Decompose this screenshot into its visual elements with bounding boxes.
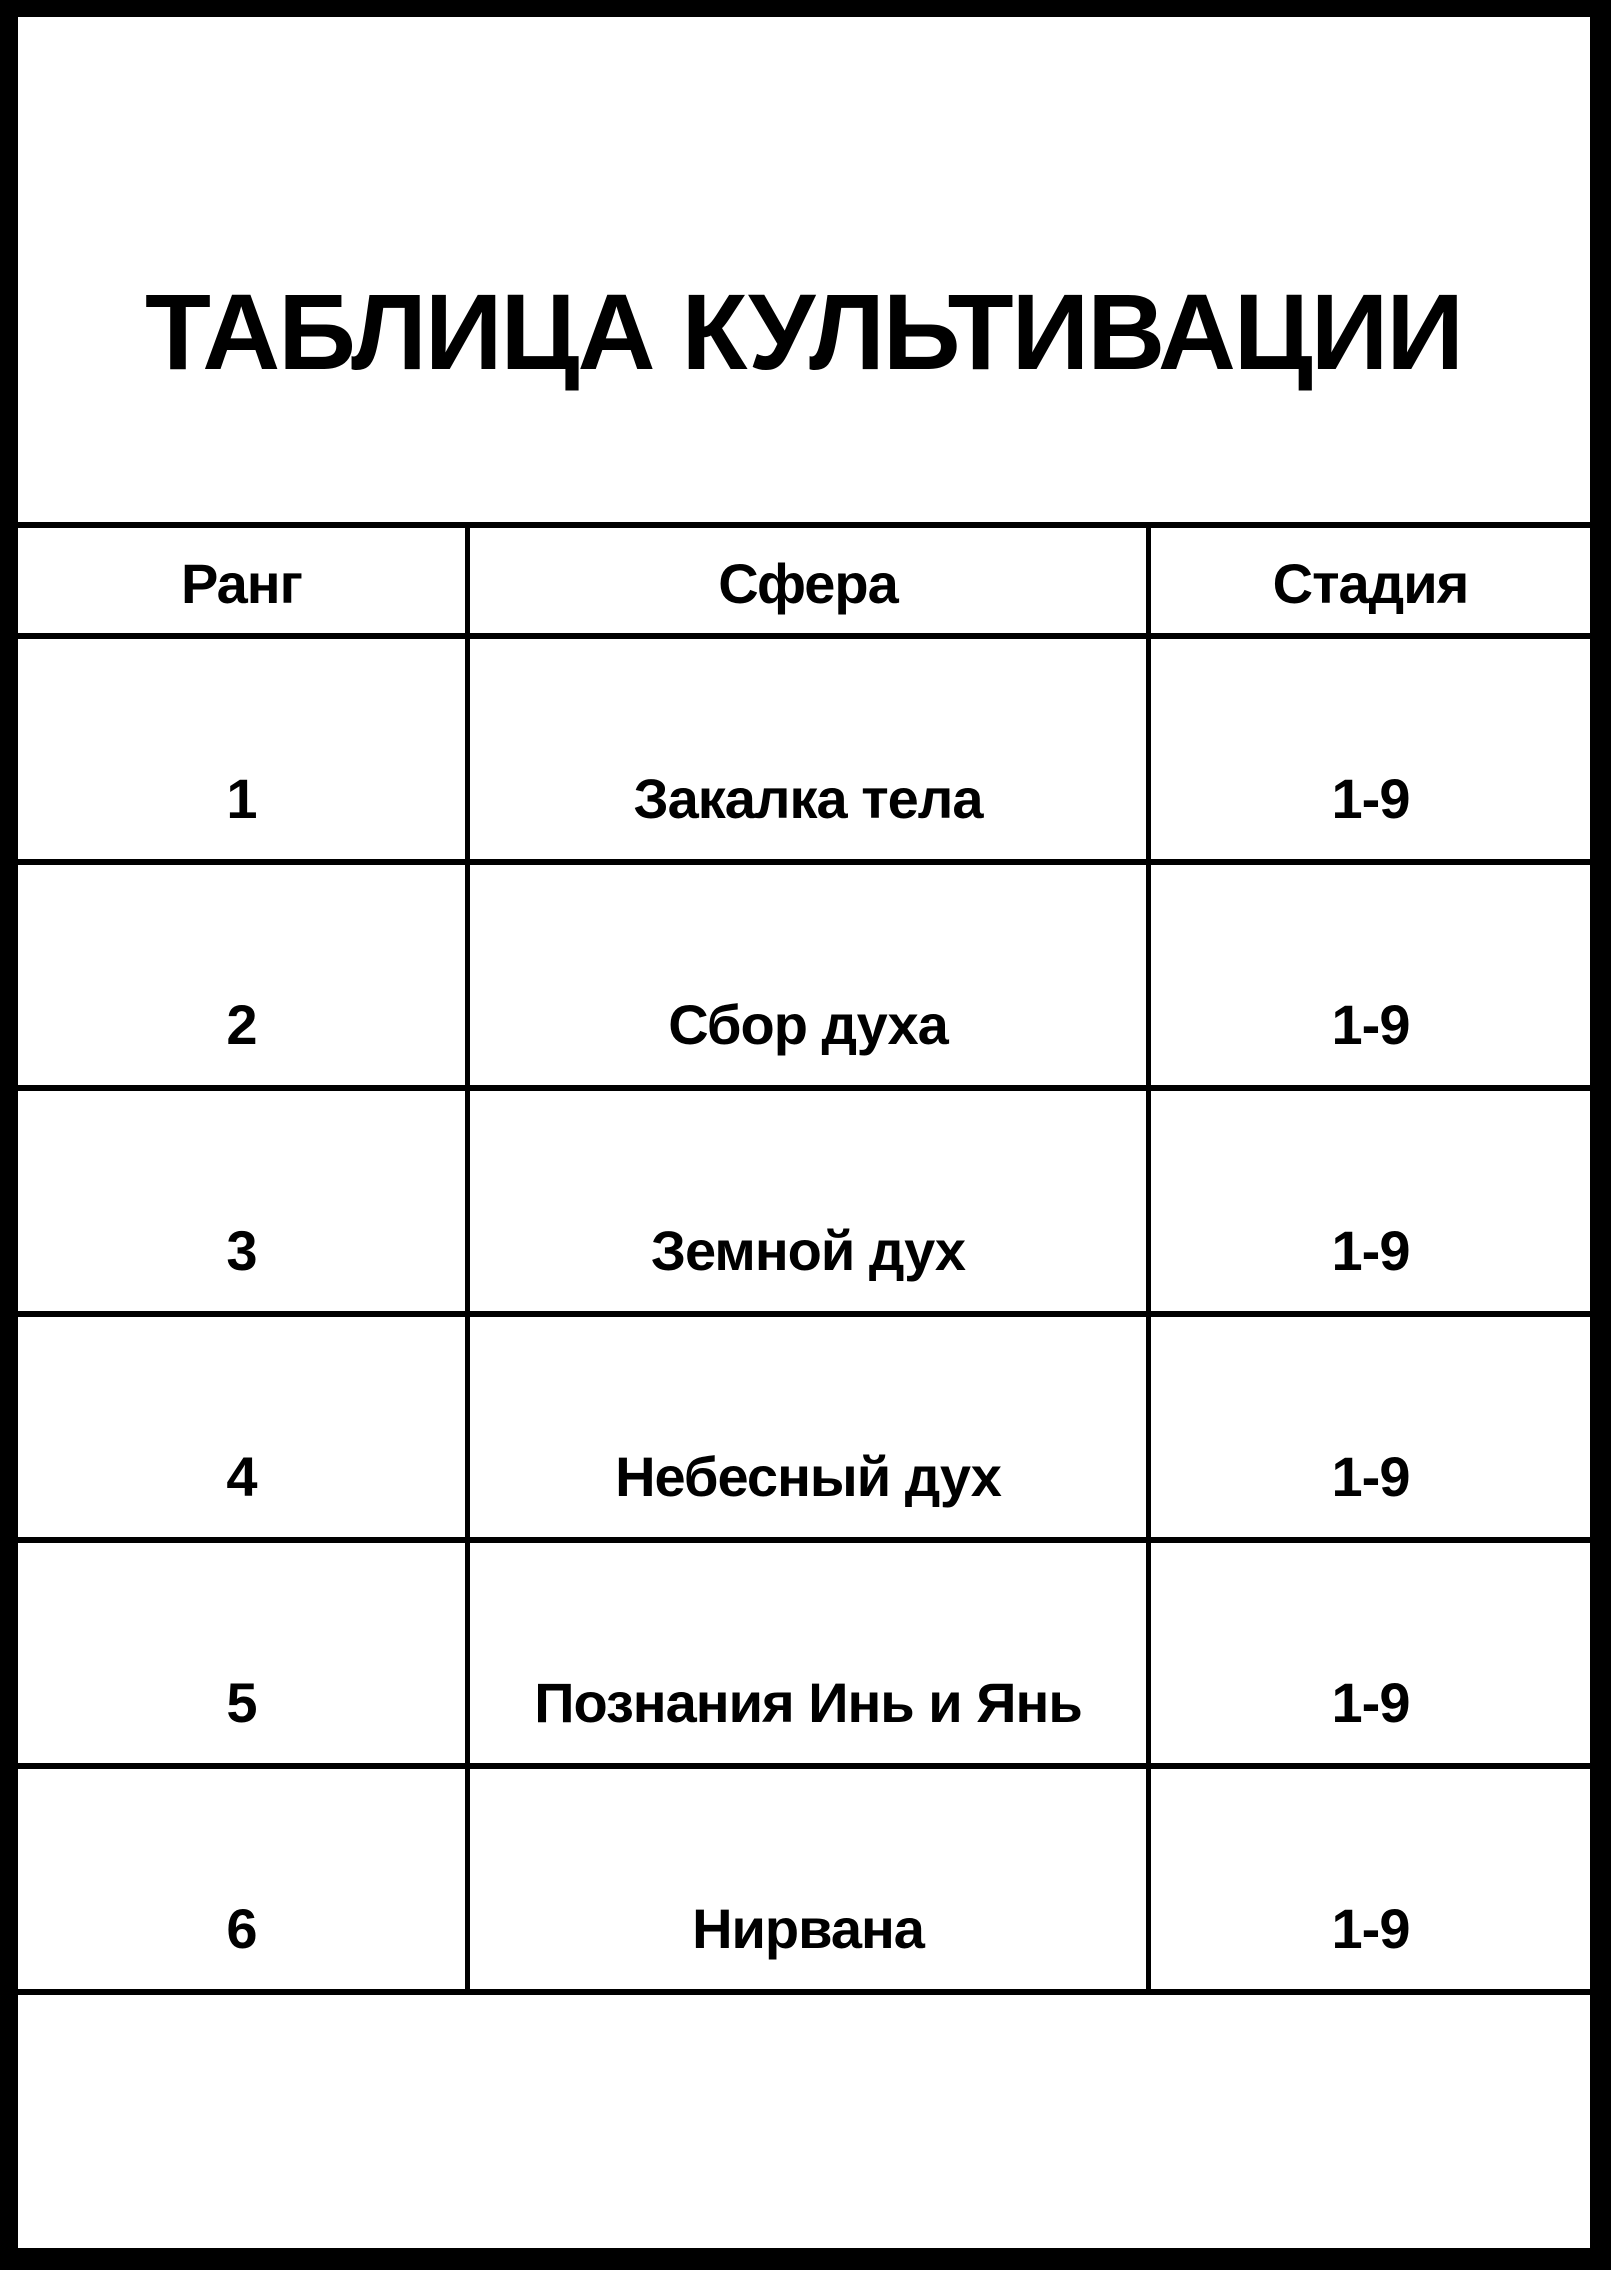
table-rule	[18, 1989, 1590, 1995]
cell-sphere-text: Познания Инь и Янь	[534, 1671, 1083, 1734]
cell-sphere: Небесный дух	[470, 1437, 1146, 1517]
cell-sphere: Сбор духа	[470, 985, 1146, 1065]
cell-rank: 6	[18, 1889, 465, 1969]
cell-rank-text: 1	[226, 767, 257, 830]
cell-rank: 4	[18, 1437, 465, 1517]
cell-rank-text: 4	[226, 1445, 257, 1508]
cell-stage: 1-9	[1151, 985, 1590, 1065]
cell-sphere-text: Земной дух	[650, 1219, 966, 1282]
cell-sphere: Земной дух	[470, 1211, 1146, 1291]
cell-stage-text: 1-9	[1331, 993, 1411, 1056]
cell-stage: 1-9	[1151, 759, 1590, 839]
cell-sphere: Нирвана	[470, 1889, 1146, 1969]
cell-rank-text: 2	[226, 993, 257, 1056]
cell-stage: 1-9	[1151, 1437, 1590, 1517]
header-rank: Ранг	[18, 544, 465, 624]
cell-rank: 3	[18, 1211, 465, 1291]
table-rule	[18, 1085, 1590, 1091]
table-rule	[18, 1763, 1590, 1769]
cell-stage-text: 1-9	[1331, 1897, 1411, 1960]
cell-stage-text: 1-9	[1331, 767, 1411, 830]
table-rule	[18, 859, 1590, 865]
page-title-wrap: ТАБЛИЦА КУЛЬТИВАЦИИ	[125, 267, 1482, 397]
cell-stage: 1-9	[1151, 1889, 1590, 1969]
page-title: ТАБЛИЦА КУЛЬТИВАЦИИ	[145, 271, 1464, 392]
cell-sphere-text: Сбор духа	[668, 993, 949, 1056]
table-rule	[18, 522, 1590, 528]
cell-rank-text: 5	[226, 1671, 257, 1734]
cell-stage-text: 1-9	[1331, 1445, 1411, 1508]
cell-stage: 1-9	[1151, 1211, 1590, 1291]
cell-sphere-text: Нирвана	[692, 1897, 925, 1960]
cell-rank-text: 6	[226, 1897, 257, 1960]
cell-rank: 5	[18, 1663, 465, 1743]
cell-sphere-text: Небесный дух	[615, 1445, 1002, 1508]
column-divider	[1146, 522, 1151, 1995]
cell-rank: 1	[18, 759, 465, 839]
header-rank-text: Ранг	[181, 552, 303, 615]
cell-stage: 1-9	[1151, 1663, 1590, 1743]
document-page: ТАБЛИЦА КУЛЬТИВАЦИИ Ранг Сфера Стадия 1 Зака…	[18, 17, 1590, 2248]
cell-rank: 2	[18, 985, 465, 1065]
cell-sphere: Познания Инь и Янь	[470, 1663, 1146, 1743]
cell-stage-text: 1-9	[1331, 1671, 1411, 1734]
cell-sphere: Закалка тела	[470, 759, 1146, 839]
table-rule	[18, 1311, 1590, 1317]
header-sphere: Сфера	[470, 544, 1146, 624]
cell-rank-text: 3	[226, 1219, 257, 1282]
header-sphere-text: Сфера	[718, 552, 898, 615]
cell-stage-text: 1-9	[1331, 1219, 1411, 1282]
table-rule	[18, 1537, 1590, 1543]
table-rule	[18, 633, 1590, 639]
header-stage-text: Стадия	[1272, 552, 1470, 615]
header-stage: Стадия	[1151, 544, 1590, 624]
column-divider	[465, 522, 470, 1995]
cell-sphere-text: Закалка тела	[633, 767, 984, 830]
